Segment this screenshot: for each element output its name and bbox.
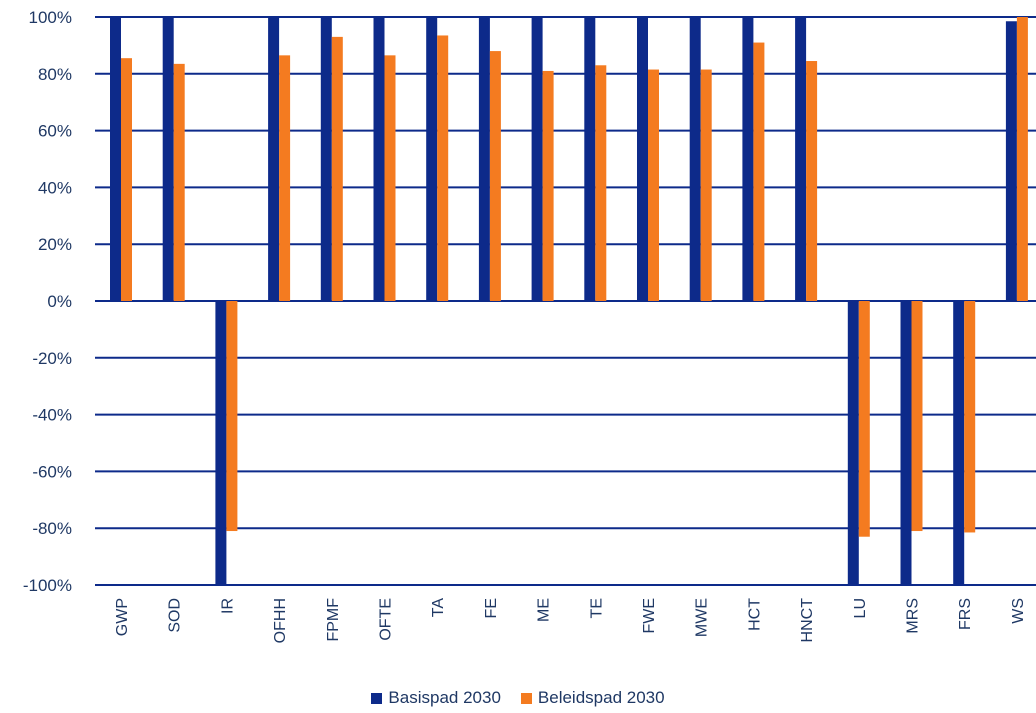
x-tick-label: OFTE <box>378 598 395 641</box>
bar-basispad <box>426 17 438 301</box>
bar-beleidspad <box>226 301 238 532</box>
bar-beleidspad <box>489 51 501 301</box>
x-tick-label: FPMF <box>325 598 342 642</box>
bar-beleidspad <box>806 61 818 301</box>
x-axis-ticks: GWP SOD IR OFHH FPMF OFTE TA FE ME TE FWE MWE HCT HNC… <box>114 598 1027 644</box>
y-tick-label: 80% <box>38 65 72 84</box>
x-tick-label: FRS <box>957 598 974 630</box>
legend-item-basispad: Basispad 2030 <box>371 688 501 708</box>
bar-basispad <box>373 17 385 301</box>
x-tick-label: TE <box>588 598 605 618</box>
x-tick-label: WS <box>1010 598 1027 624</box>
legend: Basispad 2030 Beleidspad 2030 <box>0 688 1036 708</box>
bar-chart: 100%80%60%40%20%0%-20%-40%-60%-80%-100% … <box>23 8 1036 644</box>
bar-basispad <box>953 301 965 585</box>
bar-basispad <box>900 301 912 585</box>
x-tick-label: HCT <box>746 598 763 631</box>
bar-beleidspad <box>437 35 449 302</box>
bar-beleidspad <box>331 36 343 301</box>
x-tick-label: FE <box>483 598 500 618</box>
x-tick-label: MWE <box>694 598 711 637</box>
legend-swatch-basispad <box>371 692 383 704</box>
gridlines <box>95 16 1036 586</box>
bar-basispad <box>478 17 490 301</box>
legend-swatch-beleidspad <box>520 692 532 704</box>
bar-beleidspad <box>542 70 554 302</box>
x-tick-label: SOD <box>167 598 184 633</box>
bar-basispad <box>531 17 543 301</box>
bar-beleidspad <box>700 69 712 301</box>
y-tick-label: 20% <box>38 235 72 254</box>
bar-basispad <box>795 17 807 301</box>
bars <box>110 17 1028 585</box>
x-tick-label: HNCT <box>799 598 816 643</box>
bar-beleidspad <box>858 301 870 537</box>
bar-basispad <box>637 17 648 301</box>
y-tick-label: 0% <box>47 292 72 311</box>
y-tick-label: -100% <box>23 576 72 595</box>
bar-basispad <box>215 301 227 585</box>
bar-basispad <box>847 301 859 585</box>
bar-beleidspad <box>1016 17 1028 301</box>
y-tick-label: 60% <box>38 122 72 141</box>
y-tick-label: 100% <box>29 8 72 27</box>
y-tick-label: 40% <box>38 178 72 197</box>
bar-basispad <box>742 17 754 301</box>
bar-beleidspad <box>595 65 607 301</box>
bar-beleidspad <box>279 55 291 302</box>
x-tick-label: OFHH <box>272 598 289 643</box>
bar-beleidspad <box>753 42 765 302</box>
legend-label-basispad: Basispad 2030 <box>388 688 501 707</box>
legend-item-beleidspad: Beleidspad 2030 <box>520 688 665 708</box>
bar-basispad <box>110 17 121 301</box>
y-axis-ticks: 100% 80% 60% 40% 20% 0% -20% -40% -60% -80% -100% <box>23 8 72 595</box>
x-tick-label: TA <box>430 598 447 618</box>
bar-basispad <box>268 17 280 301</box>
x-tick-label: IR <box>219 598 236 614</box>
bar-basispad <box>320 17 332 301</box>
bar-basispad <box>1005 21 1017 301</box>
x-tick-label: MRS <box>905 598 922 634</box>
bar-beleidspad <box>121 58 132 302</box>
legend-label-beleidspad: Beleidspad 2030 <box>537 688 665 707</box>
x-tick-label: ME <box>536 598 553 622</box>
bar-basispad <box>584 17 596 301</box>
x-tick-label: GWP <box>114 598 131 636</box>
y-tick-label: -20% <box>32 349 72 368</box>
bar-beleidspad <box>648 69 659 301</box>
bar-beleidspad <box>911 301 923 532</box>
x-tick-label: LU <box>852 598 869 618</box>
bar-basispad <box>689 17 701 301</box>
x-tick-label: FWE <box>641 598 658 634</box>
bar-beleidspad <box>384 55 396 302</box>
bar-basispad <box>162 17 174 301</box>
y-tick-label: -40% <box>32 406 72 425</box>
y-tick-label: -80% <box>32 519 72 538</box>
bar-beleidspad <box>173 63 185 301</box>
y-tick-label: -60% <box>32 462 72 481</box>
bar-beleidspad <box>964 301 976 533</box>
